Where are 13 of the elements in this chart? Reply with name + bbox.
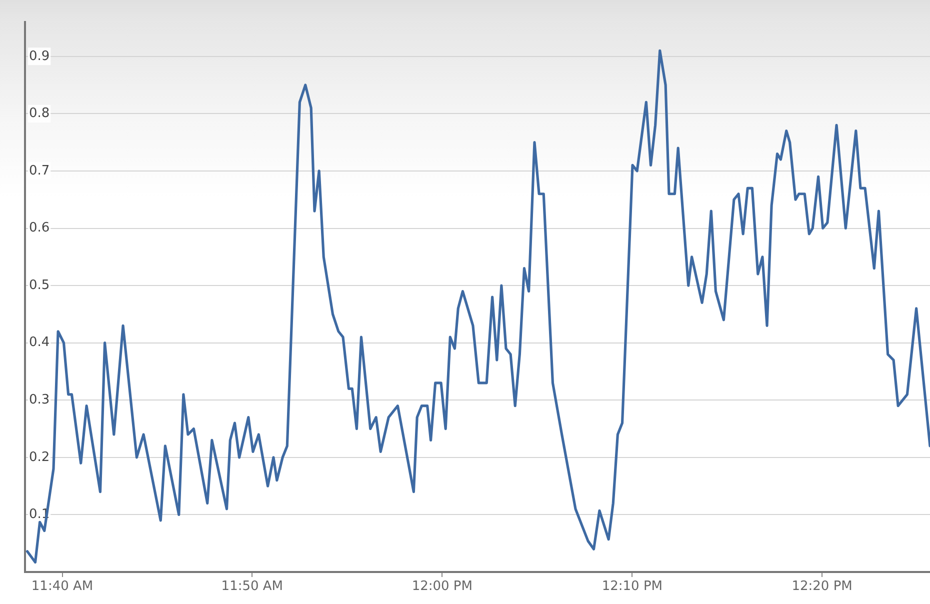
- x-tick-label: 12:20 PM: [792, 579, 852, 594]
- x-tick-label: 11:50 AM: [221, 579, 284, 594]
- x-tick-label: 11:40 AM: [31, 579, 94, 594]
- y-tick-label: 0.3: [29, 392, 50, 408]
- x-tick-label: 12:00 PM: [412, 579, 472, 594]
- y-tick-label: 0.4: [29, 335, 50, 350]
- y-tick-label: 0.7: [29, 163, 50, 178]
- y-tick-label: 0.6: [29, 220, 50, 236]
- x-tick-label: 12:10 PM: [602, 579, 662, 594]
- y-tick-label: 0.5: [29, 278, 50, 293]
- y-tick-label: 0.9: [29, 48, 50, 64]
- y-tick-label: 0.2: [29, 450, 50, 465]
- y-tick-label: 0.8: [29, 106, 50, 122]
